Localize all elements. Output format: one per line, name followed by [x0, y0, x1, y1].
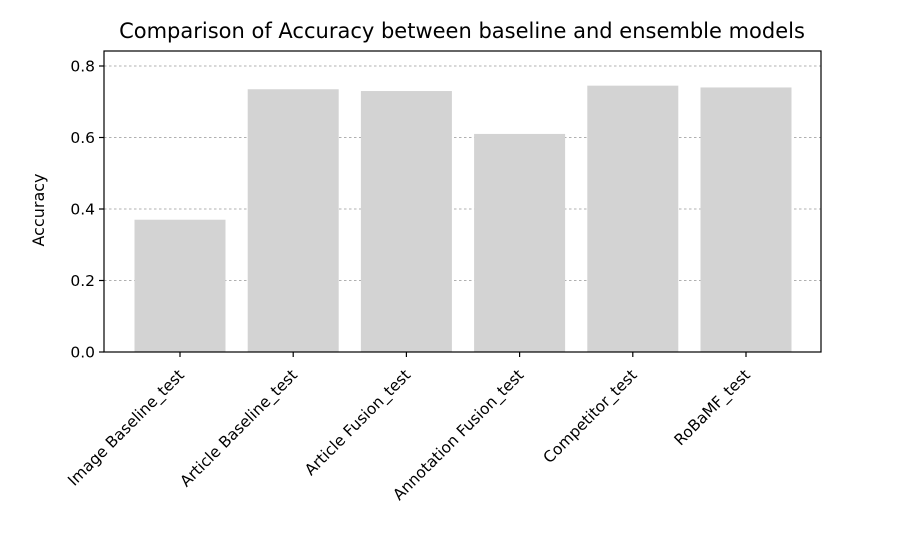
chart-title: Comparison of Accuracy between baseline … [119, 19, 805, 43]
y-tick-label: 0.8 [70, 58, 95, 76]
bar [134, 219, 226, 352]
y-axis-ticks: 0.0 0.2 0.4 0.6 0.8 [70, 58, 104, 362]
x-tick-label: Competitor_test [540, 366, 642, 468]
x-tick-label: Article Fusion_test [301, 366, 415, 480]
y-tick-label: 0.4 [70, 201, 95, 219]
bar [700, 87, 792, 352]
bar [474, 133, 566, 352]
x-tick-label: RoBaMF_test [671, 366, 755, 450]
plot-frame [103, 50, 822, 353]
y-tick-label: 0.6 [70, 129, 95, 147]
bars [134, 85, 792, 353]
x-tick-label: Image Baseline_test [64, 366, 188, 490]
bar [360, 91, 452, 353]
y-axis-label: Accuracy [29, 173, 48, 246]
bar [247, 89, 339, 353]
y-tick-label: 0.2 [70, 272, 95, 290]
y-tick-label: 0.0 [70, 344, 95, 362]
bar [587, 85, 679, 352]
x-tick-label: Article Baseline_test [177, 366, 302, 491]
x-tick-label: Annotation Fusion_test [390, 366, 529, 505]
